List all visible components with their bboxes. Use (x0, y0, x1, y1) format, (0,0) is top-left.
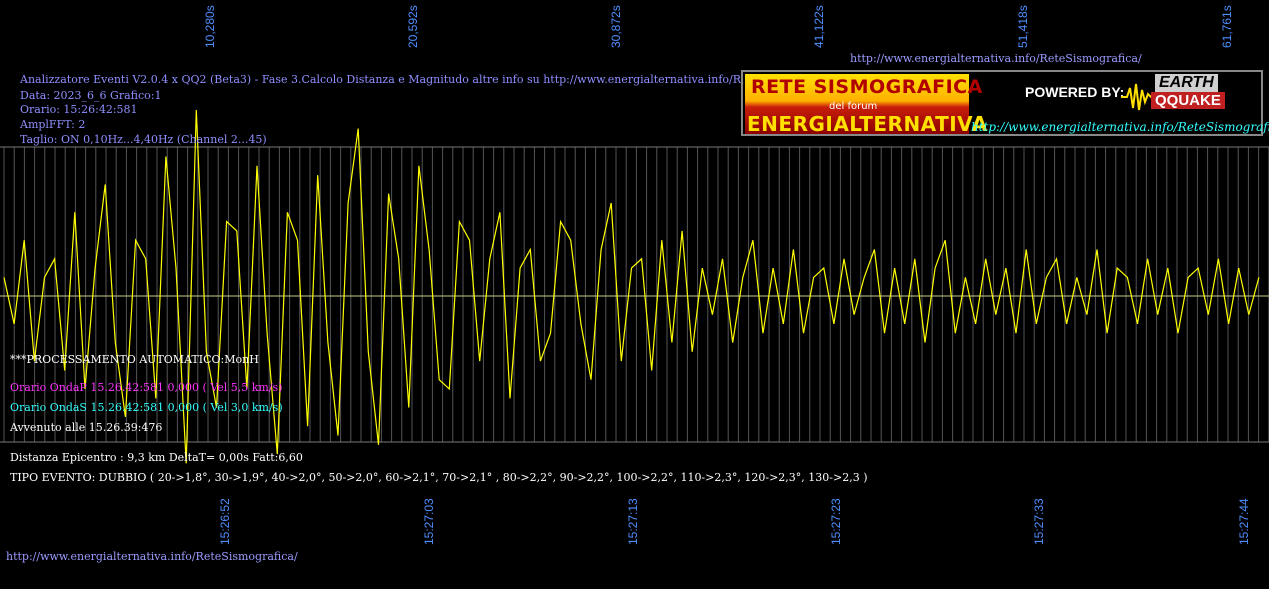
bottom-axis-tick-label: 15:27:33 (1032, 498, 1046, 545)
header-line-5: Taglio: ON 0,10Hz...4,40Hz (Channel 2...… (20, 133, 267, 146)
top-url[interactable]: http://www.energialternativa.info/ReteSi… (850, 52, 1142, 65)
processing-status: ***PROCESSAMENTO AUTOMATICO:MonH (10, 353, 259, 366)
logo-title: RETE SISMOGRAFICA (751, 76, 983, 98)
logo-banner (745, 74, 969, 134)
event-type: TIPO EVENTO: DUBBIO ( 20->1,8°, 30->1,9°… (10, 471, 868, 484)
logo-subtitle: del forum (829, 101, 878, 112)
logo-forum-name: ENERGIALTERNATIVA (747, 112, 988, 136)
onda-p-time: Orario OndaP 15.26.42:581 0,000 ( Vel 5,… (10, 381, 283, 394)
top-axis-tick-label: 30,872s (609, 5, 623, 48)
qquake-brand: QQUAKE (1151, 92, 1225, 109)
event-time: Avvenuto alle 15.26.39:476 (10, 421, 163, 434)
header-line-3: Orario: 15:26:42:581 (20, 103, 138, 116)
logo-url[interactable]: http://www.energialternativa.info/ReteSi… (971, 120, 1269, 134)
rete-sismografica-logo: RETE SISMOGRAFICA del forum ENERGIALTERN… (741, 70, 1269, 136)
epicenter-distance: Distanza Epicentro : 9,3 km DeltaT= 0,00… (10, 451, 303, 464)
powered-by-label: POWERED BY: (1025, 84, 1125, 100)
top-axis-tick-label: 51,418s (1016, 5, 1030, 48)
top-axis-tick-label: 41,122s (812, 5, 826, 48)
header-line-1: Analizzatore Eventi V2.0.4 x QQ2 (Beta3)… (20, 73, 786, 86)
seismograph-wave-icon (1121, 83, 1161, 111)
seismic-trace (3, 109, 1260, 464)
top-axis-tick-label: 10,280s (203, 5, 217, 48)
bottom-axis-tick-label: 15:27:44 (1237, 498, 1251, 545)
bottom-axis-tick-label: 15:27:13 (626, 498, 640, 545)
bottom-axis-tick-label: 15:27:23 (829, 498, 843, 545)
top-axis-tick-label: 20,592s (406, 5, 420, 48)
bottom-url[interactable]: http://www.energialternativa.info/ReteSi… (6, 550, 298, 563)
header-line-4: AmplFFT: 2 (20, 118, 86, 131)
top-axis-tick-label: 61,761s (1220, 5, 1234, 48)
earth-brand: EARTH (1155, 74, 1218, 92)
bottom-axis-tick-label: 15:27:03 (422, 498, 436, 545)
header-line-2: Data: 2023_6_6 Grafico:1 (20, 89, 162, 102)
bottom-axis-tick-label: 15:26:52 (218, 498, 232, 545)
onda-s-time: Orario OndaS 15.26.42:581 0,000 ( Vel 3,… (10, 401, 283, 414)
